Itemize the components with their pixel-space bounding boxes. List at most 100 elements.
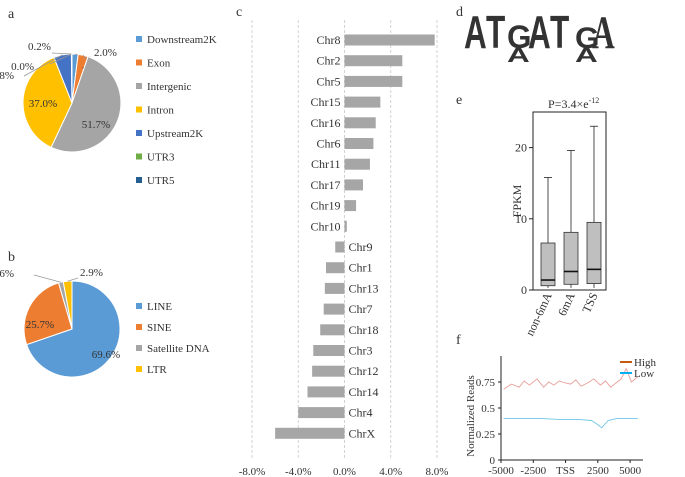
- bar-label-chr6: Chr6: [317, 137, 341, 151]
- bar-chrx: [275, 427, 345, 439]
- x-tick-label: -8.0%: [239, 466, 266, 477]
- logo-letter-2: T: [486, 7, 505, 58]
- pie-label-line: 69.6%: [92, 349, 120, 361]
- box-tss: [586, 221, 602, 284]
- legend-repeat-classes: LINE SINE Satellite DNA LTR: [136, 301, 210, 376]
- legend-label-intergenic: Intergenic: [147, 81, 192, 93]
- y-tick-label: 0.75: [476, 377, 496, 389]
- pie-label-ltr: 2.9%: [80, 267, 103, 279]
- plot-frame: [532, 111, 607, 291]
- legend-label-low: Low: [634, 368, 654, 380]
- x-tick-label: 5000: [619, 465, 642, 477]
- bar-chr4: [298, 407, 345, 419]
- bar-label-chr8: Chr8: [317, 33, 341, 47]
- bar-chr5: [344, 75, 403, 87]
- x-tick-label: 4.0%: [379, 466, 402, 477]
- box-6ma: [563, 231, 579, 285]
- bar-label-chr1: Chr1: [349, 261, 373, 275]
- bar-chr12: [312, 365, 345, 377]
- sequence-logo: A T AGA T GAA: [464, 7, 615, 67]
- x-tick-label: -5000: [488, 465, 514, 477]
- y-tick-label: 0: [521, 283, 527, 297]
- bar-label-chr12: Chr12: [349, 364, 379, 378]
- bar-chr19: [344, 200, 357, 212]
- legend-swatch-line: [136, 303, 142, 309]
- pie-slice-sine: [23, 282, 73, 346]
- panel-label-f: f: [456, 333, 461, 348]
- bar-chr14: [307, 386, 345, 398]
- bar-label-chr7: Chr7: [349, 302, 373, 316]
- logo-letter-9: A: [592, 7, 615, 58]
- logo-letter-6: T: [550, 7, 569, 58]
- bar-chr11: [344, 158, 370, 170]
- legend-label-upstream2k: Upstream2K: [147, 128, 203, 140]
- pie-label-downstream2k: 2.0%: [94, 47, 117, 59]
- bar-label-chr11: Chr11: [311, 157, 341, 171]
- leader-line-utr5: [51, 52, 72, 55]
- panel-label-a: a: [8, 7, 15, 22]
- pie-label-intergenic: 51.7%: [82, 119, 110, 131]
- y-tick-label: 20: [515, 141, 527, 155]
- bar-chr6: [344, 138, 374, 149]
- x-tick-label: TSS: [556, 465, 575, 477]
- pie-label-utr5: 0.2%: [28, 41, 51, 53]
- bar-label-chr3: Chr3: [349, 344, 373, 358]
- bar-label-chr14: Chr14: [349, 385, 379, 399]
- x-tick-label: 0.0%: [333, 466, 356, 477]
- bar-chr10: [344, 220, 347, 232]
- legend-swatch-satellite-dna: [136, 345, 142, 351]
- bar-chr3: [313, 345, 345, 356]
- pie-slice-line: [25, 280, 121, 378]
- y-tick-label: 0: [490, 455, 496, 467]
- leader-line-utr3: [49, 53, 72, 65]
- bar-chr8: [344, 34, 435, 46]
- panel-label-b: b: [8, 250, 15, 265]
- panel-label-d: d: [456, 5, 463, 20]
- legend-label-utr3: UTR3: [147, 152, 175, 164]
- x-tick-label: 8.0%: [426, 466, 449, 477]
- bar-chr16: [344, 117, 376, 129]
- bar-label-chr2: Chr2: [317, 54, 341, 68]
- legend-label-high: High: [634, 357, 657, 369]
- bar-chr7: [323, 303, 345, 315]
- series-line-high: [503, 367, 639, 390]
- bar-label-chr10: Chr10: [311, 219, 341, 233]
- y-tick-label: 0.5: [481, 403, 495, 415]
- logo-letter-3: A: [507, 44, 530, 67]
- logo-letter-1: A: [464, 7, 487, 58]
- pie-label-utr3: 0.0%: [11, 61, 34, 73]
- pie-label-satellite-dna: 1.6%: [0, 268, 14, 280]
- p-value-exponent: -12: [589, 96, 600, 105]
- logo-letter-5: A: [528, 7, 551, 58]
- bar-label-chr17: Chr17: [311, 178, 341, 192]
- x-tick-label: -2500: [520, 465, 546, 477]
- bar-chart-chromosomes: -8.0% -4.0% 0.0% 4.0% 8.0% Chr8 Chr2 Chr5 Chr15 C…: [239, 20, 449, 477]
- panel-label-c: c: [236, 5, 242, 20]
- legend-swatch-downstream2k: [136, 36, 142, 42]
- bar-label-chr16: Chr16: [311, 116, 341, 130]
- legend-swatch-upstream2k: [136, 130, 142, 136]
- legend-swatch-ltr: [136, 366, 142, 372]
- pie-label-sine: 25.7%: [26, 319, 54, 331]
- x-tick-label-tss: TSS: [579, 290, 600, 315]
- x-tick-label: -4.0%: [285, 466, 312, 477]
- legend-swatch-intergenic: [136, 83, 142, 89]
- bar-label-chr9: Chr9: [349, 240, 373, 254]
- y-axis-title: FPKM: [510, 184, 524, 217]
- y-tick-label: 10: [515, 212, 527, 226]
- x-tick-label-non-6ma: non-6mA: [523, 290, 555, 338]
- p-value-annotation: P=3.4×e-12: [548, 96, 599, 111]
- legend-swatch-utr5: [136, 177, 142, 183]
- bar-chr2: [344, 55, 403, 67]
- pie-chart-repeat-classes: 69.6% 25.7% 1.6% 2.9%: [0, 267, 121, 378]
- y-tick-label: 0.25: [476, 429, 496, 441]
- legend-swatch-utr3: [136, 153, 142, 160]
- x-tick-label: 2500: [587, 465, 610, 477]
- bar-chr13: [324, 282, 345, 294]
- bar-label-chr4: Chr4: [349, 406, 373, 420]
- bar-chr17: [344, 179, 363, 191]
- legend-label-line: LINE: [147, 301, 172, 313]
- bar-label-chrx: ChrX: [349, 426, 376, 440]
- logo-letter-8: A: [575, 44, 598, 67]
